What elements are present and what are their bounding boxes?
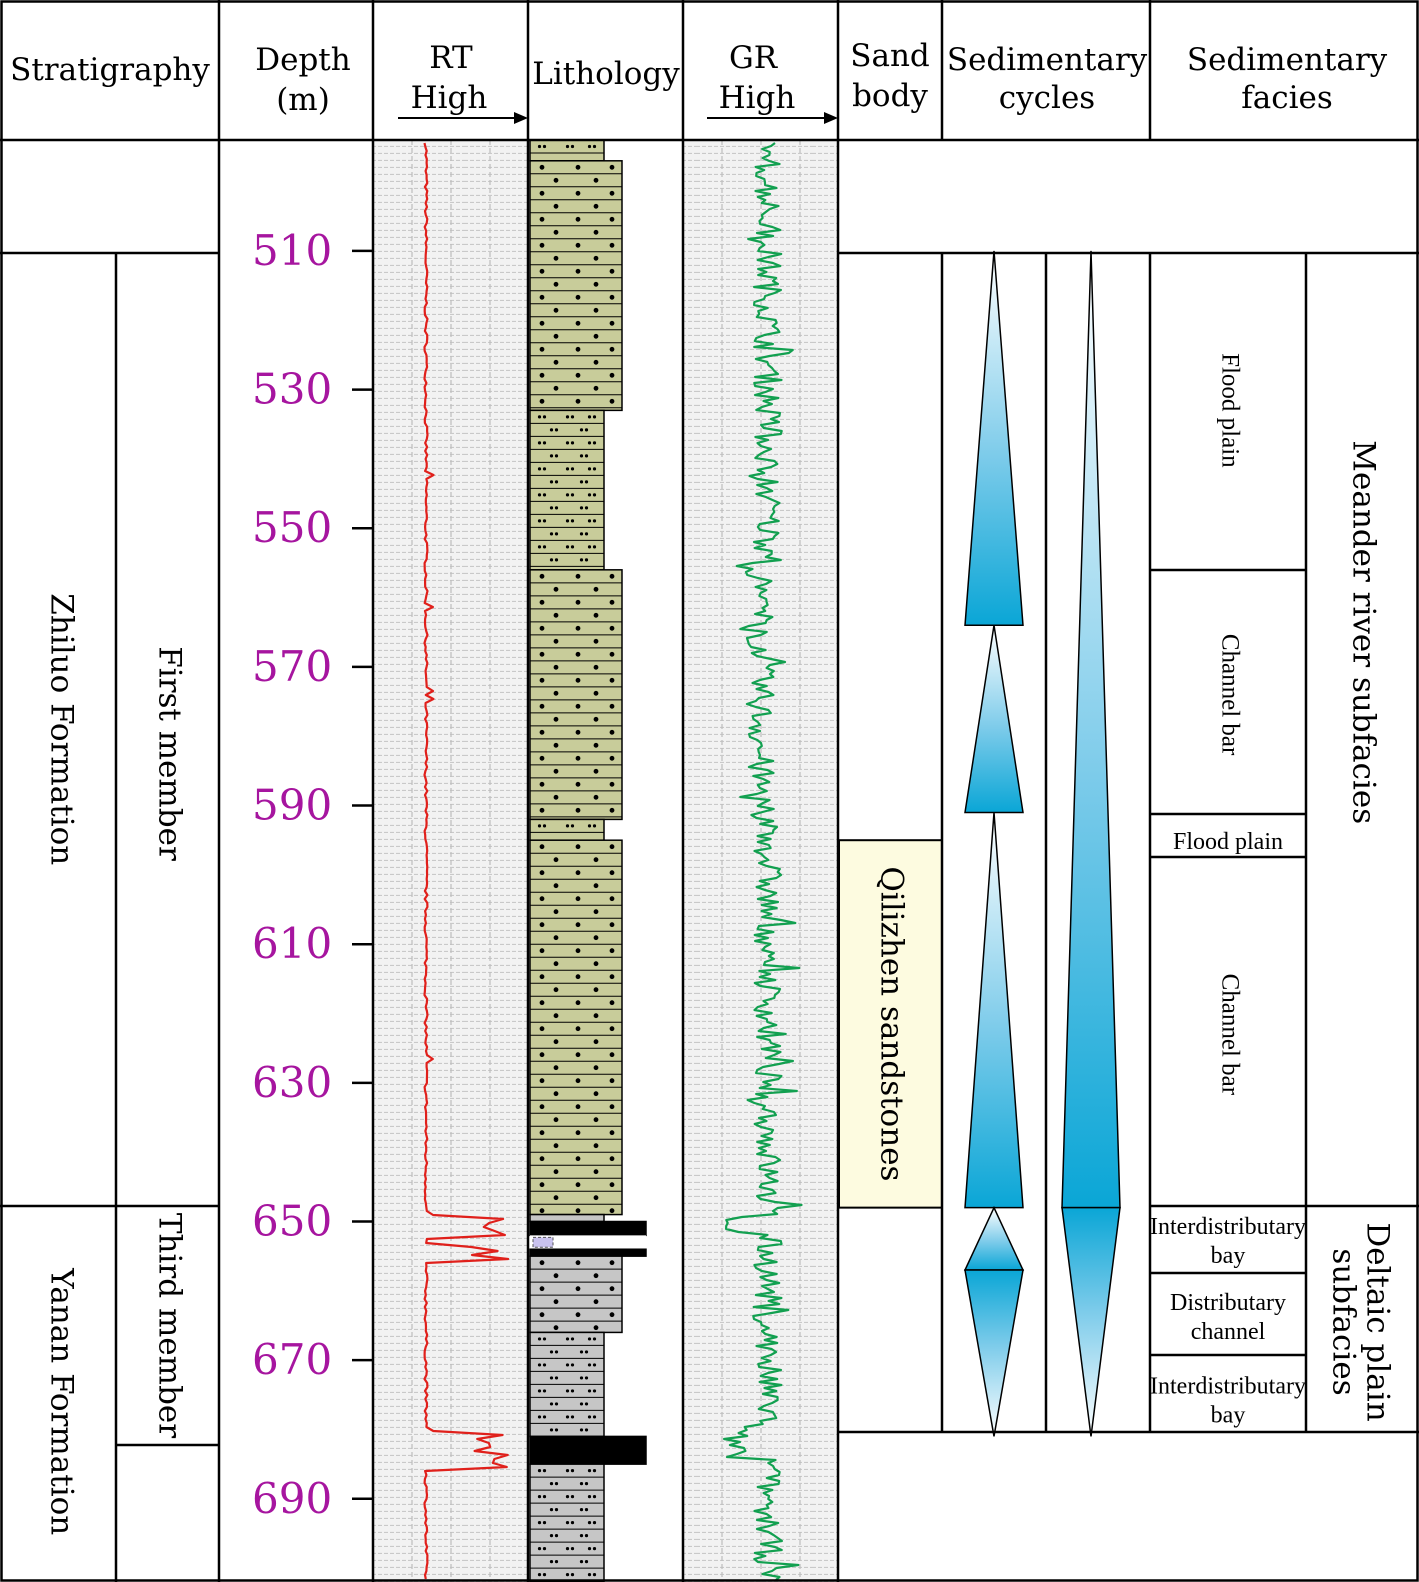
cycle-triangle: [1061, 250, 1121, 1209]
meander-subfacies-label: Meander river subfacies: [1346, 440, 1382, 824]
header-stratigraphy: Stratigraphy: [10, 52, 210, 88]
depth-labels: 510 530 550 570 590 610 630 650 670 690: [252, 226, 373, 1523]
sand-body-label: Qilizhen sandstones: [874, 866, 910, 1181]
depth-label: 610: [252, 919, 332, 968]
facies-label-line2: bay: [1211, 1243, 1246, 1269]
header-row: Stratigraphy Depth (m) RT High Lithology…: [10, 38, 1388, 124]
facies-label: Distributary: [1170, 1290, 1286, 1316]
gr-log-curve: [723, 142, 803, 1581]
log-track-grid: [411, 140, 801, 1582]
third-member-label: Third member: [152, 1213, 188, 1438]
lithology-layer-coal: [529, 1435, 647, 1465]
gr-arrow-icon: [707, 112, 838, 124]
header-facies-2: facies: [1241, 80, 1333, 116]
header-facies: Sedimentary: [1187, 42, 1388, 78]
cycle-triangle: [1061, 1206, 1121, 1437]
zhiluo-formation-label: Zhiluo Formation: [44, 593, 80, 865]
depth-label: 590: [252, 781, 332, 830]
facies-label: Interdistributary: [1150, 1214, 1306, 1240]
header-gr-high: High: [719, 80, 796, 116]
depth-label: 650: [252, 1197, 332, 1246]
first-member-label: First member: [152, 646, 188, 861]
lithology-layer-grey-siltstone: [529, 1463, 605, 1582]
deltaic-subfacies-label: Deltaic plain subfacies: [1326, 1222, 1396, 1421]
depth-label: 690: [252, 1474, 332, 1523]
sand-body-box: [838, 839, 943, 1209]
lithology-column: [529, 139, 647, 1582]
header-lithology: Lithology: [532, 56, 680, 92]
header-sand: Sand: [850, 38, 930, 74]
depth-label: 570: [252, 642, 332, 691]
facies-label: Channel bar: [1216, 974, 1243, 1096]
cycle-triangle: [963, 1205, 1025, 1271]
lithology-layer-sandstone: [529, 160, 623, 412]
depth-label: 630: [252, 1058, 332, 1107]
header-cycles-2: cycles: [999, 80, 1095, 116]
rt-arrow-icon: [398, 112, 528, 124]
header-depth-unit: (m): [276, 82, 330, 118]
lithology-layer-grey-sandstone: [529, 1255, 623, 1334]
header-depth: Depth: [255, 42, 351, 78]
cycle-triangle: [964, 1269, 1024, 1437]
sedimentary-cycles: [963, 250, 1121, 1437]
cycle-triangle: [964, 812, 1024, 1209]
lithology-layer-sandstone: [529, 839, 623, 1216]
lithology-layer-mudstone: [530, 1235, 646, 1250]
lithology-layer-siltstone: [529, 139, 605, 162]
lithology-layer-coal: [529, 1220, 647, 1237]
cycle-triangle: [964, 250, 1024, 627]
header-cycles: Sedimentary: [947, 42, 1148, 78]
facies-label: Channel bar: [1216, 634, 1243, 756]
lithology-layer-grey-siltstone: [529, 1213, 605, 1223]
lithology-layer-sandstone: [529, 569, 623, 821]
facies-label: Flood plain: [1216, 353, 1243, 468]
facies-label-line2: bay: [1211, 1402, 1246, 1428]
facies-label: Flood plain: [1173, 829, 1283, 855]
deltaic-subfacies-line2: subfacies: [1326, 1248, 1362, 1395]
header-gr: GR: [729, 40, 779, 76]
header-body: body: [852, 78, 928, 114]
depth-label: 550: [252, 503, 332, 552]
header-rt-high: High: [411, 80, 488, 116]
yanan-formation-label: Yanan Formation: [44, 1267, 80, 1535]
lithology-layer-siltstone: [529, 818, 605, 841]
facies-label: Interdistributary: [1150, 1373, 1306, 1399]
facies-label-line2: channel: [1191, 1319, 1266, 1345]
depth-label: 510: [252, 226, 332, 275]
lithology-layer-coal: [529, 1248, 647, 1257]
facies-labels: Flood plain Channel bar Flood plain Channel…: [1150, 353, 1306, 1428]
lithology-layer-siltstone: [529, 409, 605, 571]
deltaic-subfacies-line1: Deltaic plain: [1360, 1222, 1396, 1421]
cycle-triangle: [964, 625, 1024, 814]
depth-label: 670: [252, 1335, 332, 1384]
rt-log-curve: [423, 142, 510, 1580]
lithology-layer-grey-siltstone: [529, 1331, 605, 1438]
depth-label: 530: [252, 365, 332, 414]
header-rt: RT: [429, 40, 473, 76]
